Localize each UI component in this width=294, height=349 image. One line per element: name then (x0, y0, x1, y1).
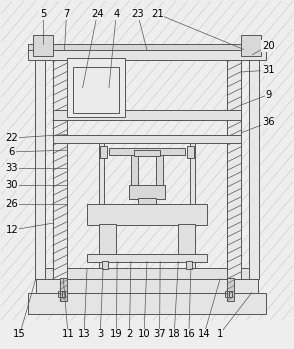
Bar (58, 291, 61, 297)
Bar (190, 143, 195, 268)
Text: 30: 30 (6, 180, 18, 190)
Bar (156, 155, 163, 187)
Bar (100, 146, 107, 158)
Bar (36, 280, 258, 293)
Bar (53, 110, 241, 120)
Text: 22: 22 (5, 133, 18, 143)
Bar (87, 254, 207, 262)
Bar (29, 46, 265, 60)
Bar (87, 204, 207, 225)
Text: 1: 1 (216, 329, 223, 339)
Bar (34, 36, 54, 56)
Text: 12: 12 (5, 225, 18, 235)
Bar (73, 67, 118, 113)
Bar (99, 224, 116, 255)
Text: 2: 2 (126, 329, 133, 339)
Bar (187, 146, 194, 158)
Bar (60, 278, 67, 302)
Text: 24: 24 (91, 9, 103, 19)
Bar (53, 134, 241, 143)
Text: 7: 7 (63, 9, 70, 19)
Bar (225, 291, 229, 297)
Text: 9: 9 (265, 90, 272, 99)
Bar (131, 155, 138, 187)
Bar (29, 293, 265, 313)
Text: 23: 23 (131, 9, 144, 19)
Text: 21: 21 (151, 9, 164, 19)
Text: 15: 15 (13, 329, 26, 339)
Bar (45, 268, 249, 280)
Text: 3: 3 (97, 329, 103, 339)
Text: 11: 11 (62, 329, 74, 339)
Bar (99, 143, 104, 268)
Text: 26: 26 (5, 199, 18, 209)
Text: 14: 14 (198, 329, 211, 339)
Text: 19: 19 (110, 329, 123, 339)
Bar (53, 50, 67, 280)
Bar (227, 50, 241, 280)
Bar (67, 58, 125, 117)
Text: 33: 33 (6, 163, 18, 172)
Text: 10: 10 (138, 329, 151, 339)
Text: 5: 5 (40, 9, 46, 19)
Text: 13: 13 (78, 329, 90, 339)
Bar (102, 261, 108, 269)
Text: 37: 37 (153, 329, 166, 339)
Bar (186, 261, 192, 269)
Bar (35, 50, 45, 280)
Text: 6: 6 (9, 147, 15, 157)
Text: 31: 31 (262, 65, 275, 75)
Text: 18: 18 (168, 329, 181, 339)
Text: 36: 36 (262, 117, 275, 127)
Bar (227, 278, 234, 302)
Bar (229, 291, 232, 297)
Bar (240, 36, 260, 56)
Bar (109, 148, 185, 155)
Text: 16: 16 (183, 329, 195, 339)
Bar (178, 224, 195, 255)
Bar (29, 44, 265, 50)
Bar (61, 291, 65, 297)
Bar (134, 150, 160, 156)
Bar (249, 50, 259, 280)
Bar (129, 185, 165, 199)
Text: 20: 20 (262, 41, 275, 51)
Bar (138, 198, 156, 204)
Text: 4: 4 (113, 9, 119, 19)
